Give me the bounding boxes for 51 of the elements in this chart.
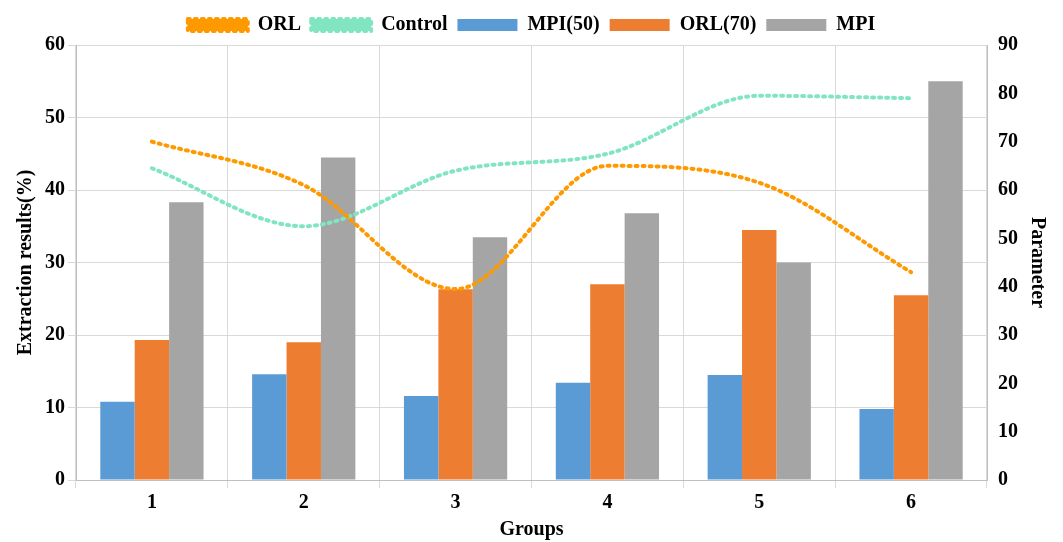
bar [438, 289, 473, 480]
y2-tick-label: 60 [998, 177, 1018, 200]
x-axis-title: Groups [499, 517, 564, 541]
x-tick-label: 6 [906, 490, 917, 513]
bar [742, 229, 777, 480]
line-series [149, 93, 914, 229]
y-tick-label: 60 [45, 32, 65, 55]
bar [134, 340, 170, 480]
y2-tick-label: 80 [998, 80, 1018, 103]
x-tick-label: 3 [450, 490, 461, 513]
y2-tick-label: 20 [998, 370, 1018, 393]
y-tick-label: 20 [45, 322, 65, 345]
bar [286, 342, 321, 480]
bar [624, 213, 660, 480]
bar [859, 408, 894, 480]
y-tick-label: 30 [45, 249, 65, 272]
y-axis-title: Extraction results(%) [13, 169, 37, 356]
y-tick-label: 10 [45, 394, 65, 417]
legend-label: ORL(70) [679, 12, 757, 36]
line-series [149, 139, 914, 292]
bar [928, 81, 963, 480]
x-tick-label: 1 [146, 490, 157, 513]
legend-label: MPI(50) [527, 12, 600, 36]
y2-tick-label: 30 [998, 322, 1018, 345]
x-tick-label: 5 [754, 490, 765, 513]
y-tick-label: 0 [55, 467, 65, 490]
y2-tick-label: 70 [998, 128, 1018, 151]
y2-tick-label: 40 [998, 273, 1018, 296]
y2-axis-title: Parameter [1027, 216, 1050, 309]
bar [100, 401, 135, 480]
bar [776, 262, 811, 480]
bar [555, 382, 591, 480]
legend-label: MPI [836, 12, 876, 35]
y2-tick-label: 90 [998, 32, 1018, 55]
y-tick-label: 50 [45, 104, 65, 127]
bar [403, 395, 439, 480]
legend-label: Control [381, 12, 448, 35]
bar [707, 374, 743, 480]
legend-label: ORL [257, 12, 302, 35]
y-tick-label: 40 [45, 177, 65, 200]
x-tick-label: 4 [602, 490, 613, 513]
y2-tick-label: 50 [998, 225, 1018, 248]
x-tick-label: 2 [298, 490, 309, 513]
y2-tick-label: 10 [998, 418, 1018, 441]
bar [252, 374, 287, 480]
bar [893, 295, 929, 480]
y2-tick-label: 0 [998, 467, 1008, 490]
bar [169, 202, 204, 480]
bar [590, 284, 625, 480]
bar [320, 157, 356, 480]
bar [472, 237, 508, 480]
